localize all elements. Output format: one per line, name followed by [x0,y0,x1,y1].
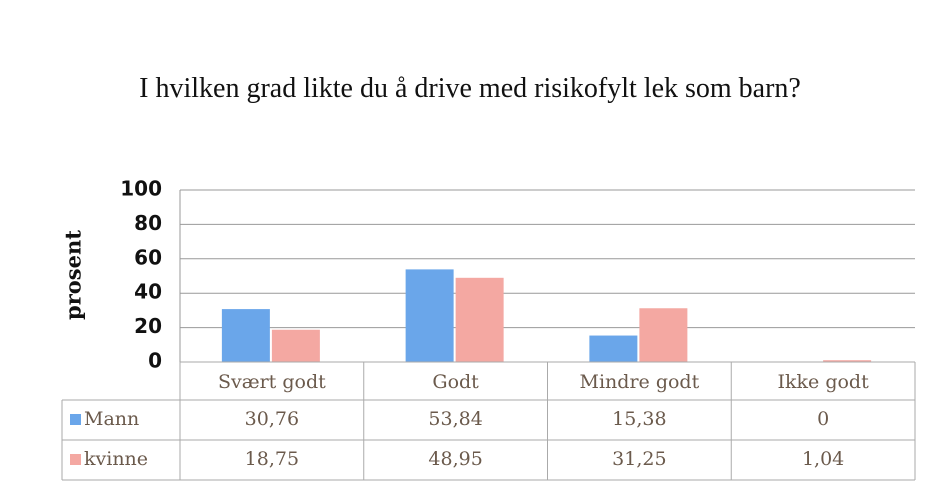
legend-label: kvinne [84,448,148,470]
y-axis-label: prosent [61,230,86,320]
x-tick-label: Godt [432,371,479,393]
legend-swatch [70,454,81,465]
data-label: 53,84 [428,408,482,430]
bar [589,335,638,362]
bar [823,360,872,362]
legend-swatch [70,414,81,425]
x-tick-label: Mindre godt [580,371,700,393]
bar [455,277,504,362]
legend-label: Mann [84,408,139,430]
y-tick-label: 40 [134,280,162,304]
x-tick-label: Svært godt [218,371,326,393]
data-label: 15,38 [612,408,666,430]
data-label: 48,95 [428,448,482,470]
bar [405,269,454,362]
bar [639,308,688,362]
y-tick-label: 100 [120,177,162,201]
data-label: 18,75 [245,448,299,470]
chart-title: I hvilken grad likte du å drive med risi… [139,73,801,104]
data-label: 1,04 [802,448,844,470]
y-tick-label: 0 [148,349,162,373]
y-tick-label: 80 [134,211,162,235]
data-label: 30,76 [245,408,299,430]
bar [271,329,320,362]
x-tick-label: Ikke godt [778,371,870,393]
y-tick-label: 20 [134,314,162,338]
y-tick-label: 60 [134,245,162,269]
data-label: 31,25 [612,448,666,470]
data-label: 0 [817,408,829,430]
bar [221,309,270,362]
